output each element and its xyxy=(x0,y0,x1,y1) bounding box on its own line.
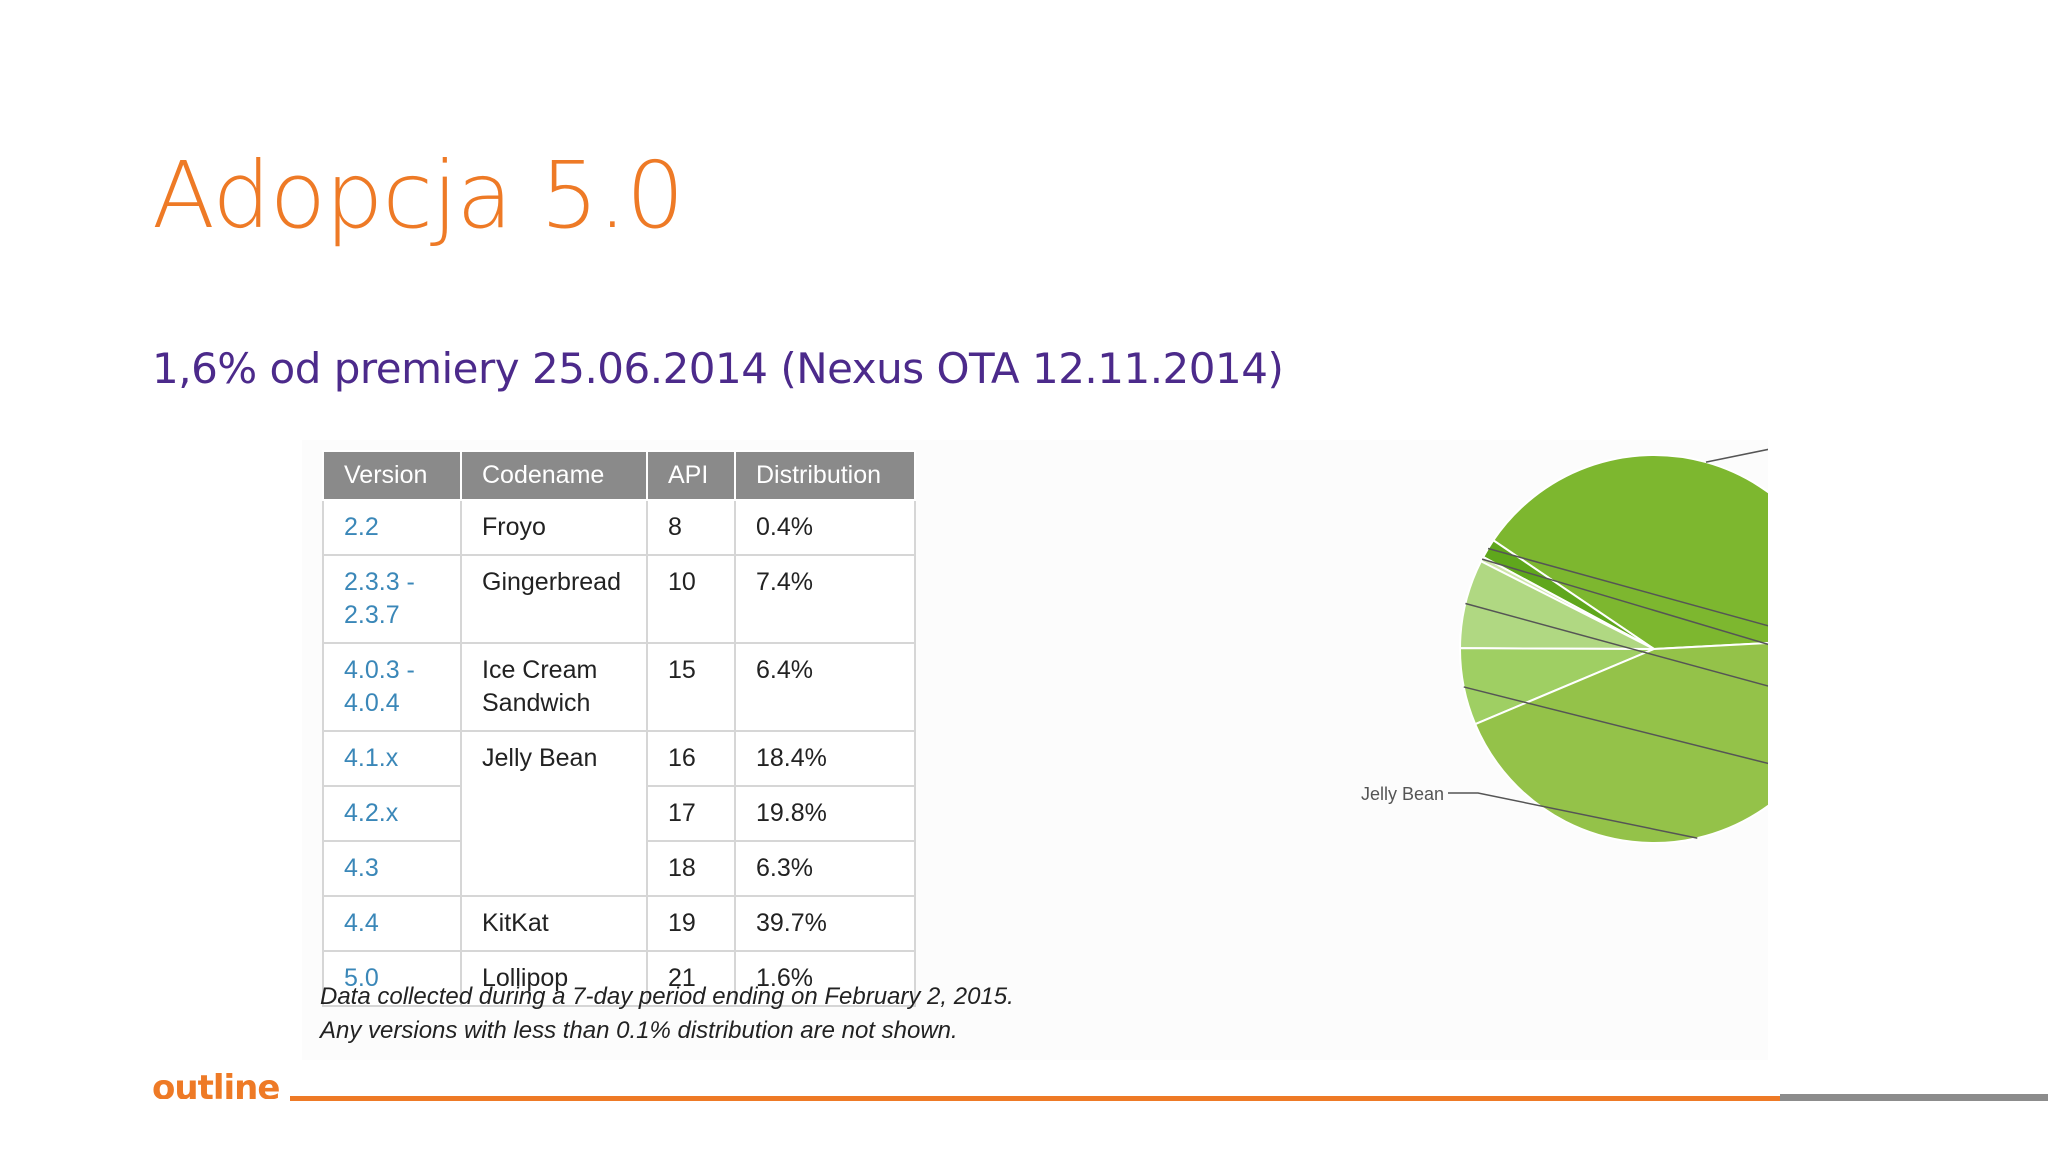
pie-leader-lollipop xyxy=(1487,547,1768,627)
distribution-cell: 6.3% xyxy=(734,840,916,897)
table-row: 4.3 18 6.3% xyxy=(322,840,916,897)
api-cell: 21 xyxy=(646,950,736,1007)
table-header-row: Version Codename API Distribution xyxy=(322,450,916,501)
distribution-cell: 18.4% xyxy=(734,730,916,787)
pie-label-jelly-bean: Jelly Bean xyxy=(1361,784,1444,804)
codename-cell: Ice Cream Sandwich xyxy=(460,642,648,732)
codename-cell: KitKat xyxy=(460,895,648,952)
version-cell[interactable]: 4.4 xyxy=(322,895,462,952)
header-api: API xyxy=(646,450,736,501)
version-cell[interactable]: 2.2 xyxy=(322,499,462,556)
header-codename: Codename xyxy=(460,450,648,501)
table-row: 4.2.x 17 19.8% xyxy=(322,785,916,842)
api-cell: 10 xyxy=(646,554,736,644)
table-footnote: Data collected during a 7-day period end… xyxy=(320,980,1014,1048)
distribution-cell: 6.4% xyxy=(734,642,916,732)
version-cell[interactable]: 4.0.3 - 4.0.4 xyxy=(322,642,462,732)
pie-leader-kitkat xyxy=(1705,448,1768,463)
distribution-panel: Version Codename API Distribution 2.2 Fr… xyxy=(302,440,1768,1060)
distribution-cell: 19.8% xyxy=(734,785,916,842)
pie-leader-jelly-bean xyxy=(1448,792,1698,839)
version-cell[interactable]: 4.3 xyxy=(322,840,462,897)
table-row: 4.1.x Jelly Bean 16 18.4% xyxy=(322,730,916,897)
table-row: 2.2 Froyo 8 0.4% xyxy=(322,499,916,556)
header-distribution: Distribution xyxy=(734,450,916,501)
footnote-line: Data collected during a 7-day period end… xyxy=(320,983,1014,1010)
api-cell: 18 xyxy=(646,840,736,897)
distribution-cell: 39.7% xyxy=(734,895,916,952)
api-cell: 17 xyxy=(646,785,736,842)
table-row: 4.0.3 - 4.0.4 Ice Cream Sandwich 15 6.4% xyxy=(322,642,916,732)
pie-leader-ice-cream-sandwich xyxy=(1463,686,1768,765)
api-cell: 8 xyxy=(646,499,736,556)
distribution-cell: 1.6% xyxy=(734,950,916,1007)
api-cell: 15 xyxy=(646,642,736,732)
codename-cell: Lollipop xyxy=(460,950,648,1007)
header-version: Version xyxy=(322,450,462,501)
version-cell[interactable]: 2.3.3 - 2.3.7 xyxy=(322,554,462,644)
footer-rule xyxy=(290,1096,1780,1101)
slide-title: Adopcja 5.0 xyxy=(152,142,684,249)
version-cell[interactable]: 5.0 xyxy=(322,950,462,1007)
distribution-cell: 0.4% xyxy=(734,499,916,556)
pie-leader-gingerbread xyxy=(1465,602,1768,687)
footer-rule-gray xyxy=(1780,1094,2048,1101)
codename-cell: Gingerbread xyxy=(460,554,648,644)
outline-logo: outline xyxy=(152,1068,280,1099)
pie-leader-froyo xyxy=(1481,558,1768,646)
codename-cell: Froyo xyxy=(460,499,648,556)
footnote-line: Any versions with less than 0.1% distrib… xyxy=(320,1017,958,1044)
table-row: 4.4 KitKat 19 39.7% xyxy=(322,895,916,952)
api-cell: 19 xyxy=(646,895,736,952)
version-cell[interactable]: 4.1.x xyxy=(322,730,462,787)
table-row: 2.3.3 - 2.3.7 Gingerbread 10 7.4% xyxy=(322,554,916,644)
api-cell: 16 xyxy=(646,730,736,787)
distribution-table: Version Codename API Distribution 2.2 Fr… xyxy=(322,450,916,1007)
distribution-cell: 7.4% xyxy=(734,554,916,644)
table-row: 5.0 Lollipop 21 1.6% xyxy=(322,950,916,1007)
distribution-pie-chart: KitKatLollipopFroyoGingerbreadIce Cream … xyxy=(1361,448,1768,844)
slide-subtitle: 1,6% od premiery 25.06.2014 (Nexus OTA 1… xyxy=(152,344,1284,393)
version-cell[interactable]: 4.2.x xyxy=(322,785,462,842)
codename-cell: Jelly Bean xyxy=(460,730,648,897)
